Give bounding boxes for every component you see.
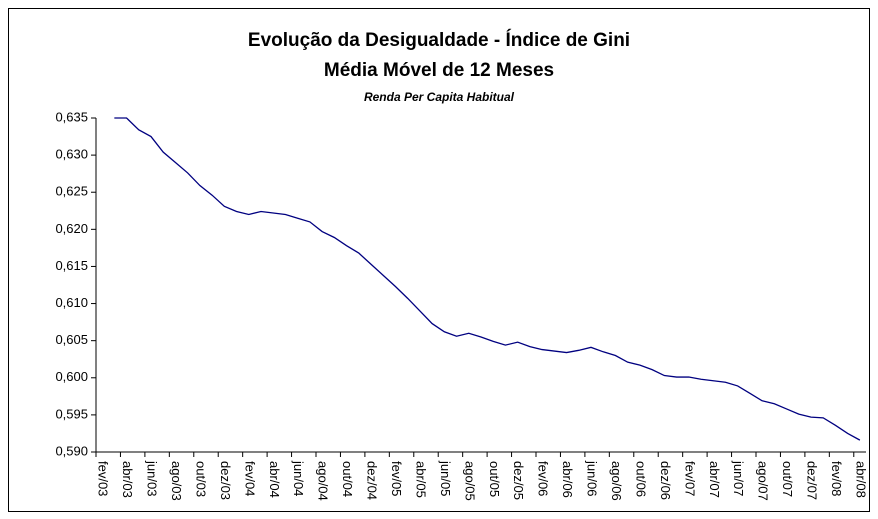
y-tick-label: 0,620 (55, 221, 88, 236)
x-tick-label: ago/07 (756, 461, 771, 501)
x-tick-label: dez/03 (218, 461, 233, 500)
x-tick-label: dez/07 (805, 461, 820, 500)
x-tick-label: jun/04 (291, 460, 306, 496)
chart-subtitle: Média Móvel de 12 Meses (324, 60, 554, 81)
x-tick-label: abr/08 (853, 461, 868, 498)
x-tick-label: ago/06 (609, 461, 624, 501)
x-tick-label: abr/04 (267, 461, 282, 498)
chart-title: Evolução da Desigualdade - Índice de Gin… (248, 29, 630, 51)
x-tick-label: out/07 (780, 461, 795, 497)
x-tick-label: abr/06 (560, 461, 575, 498)
x-tick-label: jun/05 (438, 460, 453, 496)
x-tick-label: dez/05 (511, 461, 526, 500)
y-tick-label: 0,595 (55, 406, 88, 421)
x-tick-label: jun/03 (145, 460, 160, 496)
x-tick-label: dez/04 (365, 461, 380, 500)
x-tick-label: fev/04 (242, 461, 257, 496)
x-tick-label: out/06 (633, 461, 648, 497)
y-tick-label: 0,635 (55, 109, 88, 124)
x-tick-label: dez/06 (658, 461, 673, 500)
y-tick-label: 0,630 (55, 147, 88, 162)
y-tick-label: 0,605 (55, 332, 88, 347)
x-tick-label: abr/07 (707, 461, 722, 498)
y-tick-label: 0,600 (55, 369, 88, 384)
x-tick-label: fev/03 (96, 461, 111, 496)
y-tick-label: 0,615 (55, 258, 88, 273)
x-tick-label: fev/07 (682, 461, 697, 496)
x-tick-label: abr/03 (120, 461, 135, 498)
x-tick-label: out/03 (193, 461, 208, 497)
y-tick-label: 0,590 (55, 443, 88, 458)
y-tick-label: 0,625 (55, 184, 88, 199)
x-tick-label: jun/07 (731, 460, 746, 496)
chart-frame (8, 8, 870, 512)
x-tick-label: abr/05 (413, 461, 428, 498)
x-tick-label: out/05 (487, 461, 502, 497)
x-tick-label: fev/06 (536, 461, 551, 496)
chart-note: Renda Per Capita Habitual (364, 90, 515, 104)
x-tick-label: ago/03 (169, 461, 184, 501)
x-tick-label: jun/06 (585, 460, 600, 496)
x-tick-label: ago/05 (462, 461, 477, 501)
x-tick-label: fev/05 (389, 461, 404, 496)
x-tick-label: ago/04 (316, 461, 331, 501)
y-tick-label: 0,610 (55, 295, 88, 310)
data-line (114, 117, 861, 441)
x-tick-label: fev/08 (829, 461, 844, 496)
x-tick-label: out/04 (340, 461, 355, 497)
